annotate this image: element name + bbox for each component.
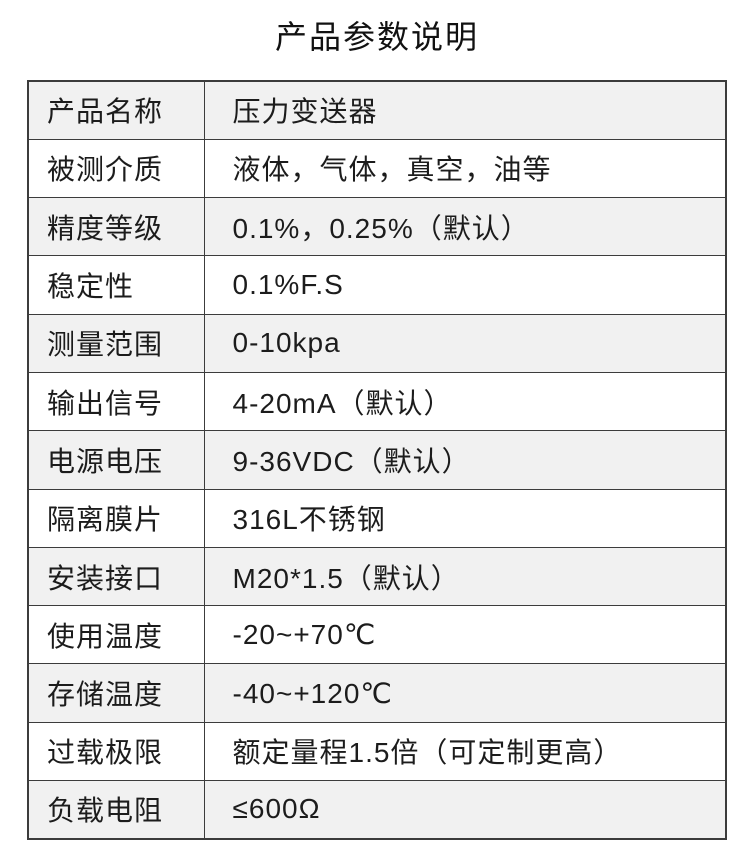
param-label: 负载电阻 xyxy=(27,780,205,840)
spec-table-body: 产品名称 压力变送器 被测介质 液体，气体，真空，油等 精度等级 0.1%，0.25%（默… xyxy=(27,80,727,840)
param-label: 稳定性 xyxy=(27,255,205,315)
param-label: 测量范围 xyxy=(27,313,205,373)
table-row: 隔离膜片 316L不锈钢 xyxy=(27,488,727,548)
param-label: 过载极限 xyxy=(27,721,205,782)
param-label: 安装接口 xyxy=(27,546,205,607)
page-title: 产品参数说明 xyxy=(274,19,479,55)
param-label: 产品名称 xyxy=(27,80,205,140)
spec-table: 产品名称 压力变送器 被测介质 液体，气体，真空，油等 精度等级 0.1%，0.25%（默… xyxy=(27,80,727,840)
param-label: 精度等级 xyxy=(27,197,205,257)
param-label: 电源电压 xyxy=(27,430,205,490)
param-label: 输出信号 xyxy=(27,371,205,432)
param-value: ≤600Ω xyxy=(203,780,727,840)
table-row: 精度等级 0.1%，0.25%（默认） xyxy=(27,197,727,257)
param-value: 压力变送器 xyxy=(203,80,727,140)
table-row: 存储温度 -40~+120℃ xyxy=(27,663,727,723)
table-row: 输出信号 4-20mA（默认） xyxy=(27,371,727,432)
param-value: 0.1%F.S xyxy=(203,255,727,315)
table-row: 过载极限 额定量程1.5倍（可定制更高） xyxy=(27,721,727,782)
table-row: 测量范围 0-10kpa xyxy=(27,313,727,373)
param-label: 隔离膜片 xyxy=(27,488,205,548)
table-row: 电源电压 9-36VDC（默认） xyxy=(27,430,727,490)
param-value: 316L不锈钢 xyxy=(203,488,727,548)
param-label: 使用温度 xyxy=(27,605,205,665)
param-label: 被测介质 xyxy=(27,138,205,199)
param-value: 0.1%，0.25%（默认） xyxy=(203,197,727,257)
param-value: 0-10kpa xyxy=(203,313,727,373)
table-row: 被测介质 液体，气体，真空，油等 xyxy=(27,138,727,199)
param-value: 4-20mA（默认） xyxy=(203,371,727,432)
table-row: 使用温度 -20~+70℃ xyxy=(27,605,727,665)
table-row: 负载电阻 ≤600Ω xyxy=(27,780,727,840)
table-row: 安装接口 M20*1.5（默认） xyxy=(27,546,727,607)
param-value: 液体，气体，真空，油等 xyxy=(203,138,727,199)
param-value: 额定量程1.5倍（可定制更高） xyxy=(203,721,727,782)
param-label: 存储温度 xyxy=(27,663,205,723)
param-value: M20*1.5（默认） xyxy=(203,546,727,607)
param-value: 9-36VDC（默认） xyxy=(203,430,727,490)
param-value: -20~+70℃ xyxy=(203,605,727,665)
param-value: -40~+120℃ xyxy=(203,663,727,723)
table-row: 稳定性 0.1%F.S xyxy=(27,255,727,315)
table-row: 产品名称 压力变送器 xyxy=(27,80,727,140)
